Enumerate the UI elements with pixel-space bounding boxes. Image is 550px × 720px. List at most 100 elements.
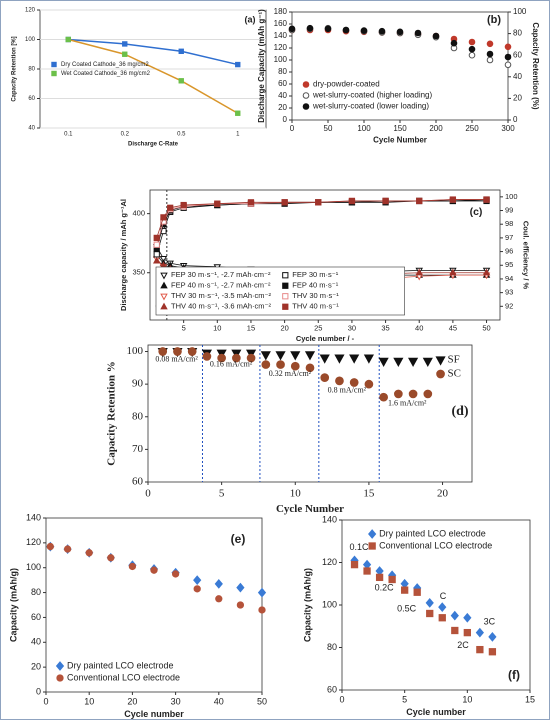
marker: [348, 197, 356, 205]
marker: [217, 353, 226, 363]
y-tick-label: 100: [25, 37, 36, 43]
marker: [335, 376, 344, 386]
legend-label: Conventional LCO electrode: [67, 672, 180, 682]
legend-label: dry-powder-coated: [313, 80, 380, 89]
marker: [160, 272, 168, 280]
marker: [422, 357, 433, 367]
marker: [435, 356, 446, 366]
marker: [56, 674, 64, 682]
marker: [319, 354, 330, 364]
marker: [235, 61, 241, 68]
marker: [215, 595, 223, 603]
marker: [261, 360, 271, 369]
x-axis-label: Cycle number: [406, 707, 466, 717]
marker: [214, 579, 223, 589]
marker: [451, 626, 459, 635]
y-tick-label: 120: [322, 557, 337, 567]
marker: [304, 351, 316, 361]
y-tick-label: 350: [132, 268, 145, 277]
y-axis-label: Capacity (mAh/g): [302, 568, 312, 642]
marker: [214, 200, 221, 207]
legend-label: Dry Coated Cathode_36 mg/cm2: [61, 62, 149, 68]
annotation: C: [440, 591, 447, 601]
x-tick-label: 300: [501, 124, 515, 133]
marker: [171, 570, 180, 578]
x-tick-label: 35: [381, 323, 389, 332]
marker: [85, 549, 93, 557]
x-tick-label: 0: [43, 696, 48, 706]
y-tick-label: 140: [322, 514, 337, 524]
marker: [51, 61, 57, 68]
x-tick-label: 15: [525, 694, 535, 704]
y2-tick-label: 96: [505, 247, 513, 256]
x-tick-label: 45: [449, 323, 457, 332]
marker: [364, 379, 374, 389]
marker: [413, 588, 421, 596]
marker: [107, 554, 115, 562]
y2-tick-label: 100: [513, 7, 527, 16]
panel-label: (f): [508, 668, 520, 682]
y-axis-label: Discharge capacity / mAh g⁻¹Al: [119, 199, 128, 311]
x-tick-label: 0.1: [64, 132, 73, 138]
y-tick-label: 100: [274, 55, 288, 64]
marker: [178, 48, 184, 54]
x-tick-label: 30: [348, 323, 356, 332]
marker: [342, 26, 350, 34]
marker: [504, 53, 512, 61]
marker: [247, 199, 255, 206]
marker: [306, 24, 314, 32]
marker: [46, 542, 54, 551]
y-tick-label: 140: [26, 512, 41, 522]
marker: [396, 28, 404, 36]
y2-tick-label: 80: [513, 29, 522, 38]
panel-label: (e): [231, 532, 246, 546]
x-tick-label: 5: [219, 488, 225, 500]
chart: 350 400 92 93 94 95 96 97 98 99 100 5 10 15 20 25 30 35 40…: [119, 189, 531, 343]
x-tick-label: 150: [393, 124, 407, 133]
x-tick-label: 10: [290, 488, 302, 500]
marker: [349, 378, 359, 387]
legend-label: Dry painted LCO electrode: [379, 528, 486, 538]
marker: [128, 562, 137, 571]
marker: [288, 25, 296, 33]
x-tick-label: 0: [145, 488, 151, 500]
y-tick-label: 160: [274, 19, 288, 28]
y-tick-label: 80: [278, 67, 287, 76]
marker: [449, 268, 457, 276]
x-tick-label: 20: [280, 323, 288, 332]
legend-box: [155, 266, 405, 316]
y2-tick-label: 99: [505, 206, 513, 215]
marker: [388, 575, 396, 584]
legend-label: Wet Coated Cathode_36 mg/cm2: [61, 71, 151, 77]
x-tick-label: 10: [84, 696, 94, 706]
marker: [63, 545, 72, 553]
y-tick-label: 100: [127, 345, 144, 357]
y-tick-label: 120: [274, 43, 288, 52]
y-tick-label: 100: [26, 562, 41, 572]
y2-axis-label: Capacity Retention (%): [531, 22, 540, 109]
marker: [150, 566, 158, 574]
legend-label: Dry painted LCO electrode: [67, 660, 174, 670]
marker: [360, 27, 368, 34]
marker: [305, 363, 315, 373]
y-tick-label: 60: [31, 612, 41, 622]
marker: [432, 32, 440, 40]
marker: [486, 56, 494, 64]
marker: [393, 357, 404, 367]
marker: [486, 40, 494, 48]
y2-tick-label: 98: [505, 219, 513, 228]
marker: [158, 347, 168, 356]
y2-tick-label: 92: [505, 301, 513, 310]
y-axis-label: Capacity (mAh/g): [8, 568, 18, 642]
x-axis-label: Cycle Number: [276, 503, 344, 515]
y-tick-label: 100: [322, 599, 337, 609]
marker: [349, 354, 360, 364]
marker: [152, 256, 161, 264]
plot-frame: [149, 189, 501, 321]
marker: [483, 196, 490, 203]
legend-label: Conventional LCO electrode: [379, 540, 492, 550]
marker: [160, 293, 168, 301]
marker: [193, 575, 202, 586]
